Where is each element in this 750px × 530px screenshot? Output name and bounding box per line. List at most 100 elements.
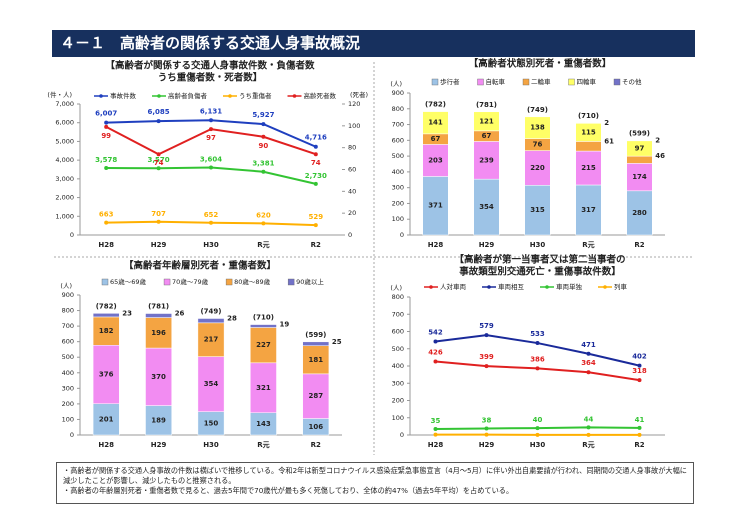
bar-segment (92, 316, 120, 346)
note: ・高齢者の年齢層別死者・重傷者数で見ると、過去5年間で70歳代が最も多く死傷して… (63, 486, 514, 495)
value-label: 115 (581, 128, 596, 136)
series-line (106, 166, 317, 185)
point (261, 221, 266, 226)
y-tick-label: 0 (400, 231, 404, 239)
value-label: 143 (256, 420, 271, 428)
value-label: 40 (533, 416, 543, 424)
point (313, 223, 318, 228)
value-label: 3,381 (252, 160, 274, 168)
value-label: 227 (256, 341, 271, 349)
y-tick-label: 6,000 (55, 119, 74, 127)
y-tick-label: 800 (392, 105, 404, 113)
value-label: 426 (428, 349, 443, 357)
point (261, 122, 266, 127)
value-label: 471 (581, 341, 596, 349)
y2-tick-label: 80 (348, 144, 356, 152)
bar-segment (302, 345, 330, 375)
value-label: 6,007 (95, 110, 117, 118)
y2-unit: (死者) (350, 91, 368, 99)
value-label: 620 (256, 211, 271, 219)
value-label: 354 (204, 380, 219, 388)
total-label: (781) (148, 303, 169, 311)
point (484, 333, 489, 338)
chart-title: 事故類型別交通死亡・重傷事故件数】 (459, 266, 621, 278)
legend-swatch (287, 278, 295, 286)
point (104, 220, 109, 225)
value-label: 25 (332, 338, 342, 346)
legend-label: 列車 (614, 282, 628, 291)
legend-label: その他 (622, 77, 642, 86)
y-tick-label: 900 (62, 291, 74, 299)
y-tick-label: 100 (392, 414, 404, 422)
value-label: 386 (530, 355, 545, 363)
chart-title: 【高齢者が関係する交通人身事故件数・負傷者数 (105, 60, 315, 72)
value-label: 376 (99, 370, 114, 378)
value-label: 399 (479, 353, 494, 361)
series-line (435, 360, 640, 382)
value-label: 652 (204, 211, 219, 219)
total-label: (710) (253, 314, 274, 322)
value-label: 321 (256, 384, 271, 392)
y-unit: (人) (60, 282, 72, 290)
x-tick-label: H30 (530, 441, 546, 449)
value-label: 97 (635, 144, 645, 152)
legend-label: 90歳以上 (296, 277, 324, 286)
value-label: 2 (655, 136, 660, 144)
bar-segment (92, 344, 120, 404)
value-label: 529 (308, 213, 323, 221)
point (535, 366, 540, 371)
point (313, 144, 318, 149)
value-label: 74 (154, 159, 164, 167)
value-label: 220 (530, 164, 545, 172)
y-tick-label: 0 (400, 431, 404, 439)
legend-label: 自転車 (486, 77, 506, 86)
legend-swatch (431, 78, 439, 86)
total-label: (599) (305, 331, 326, 339)
bar-segment (197, 356, 225, 412)
point (433, 432, 438, 437)
y2-tick-label: 120 (348, 100, 360, 108)
value-label: 203 (428, 156, 443, 164)
value-label: 579 (479, 322, 494, 330)
value-label: 61 (604, 137, 614, 145)
value-label: 46 (655, 152, 665, 160)
bar-segment (422, 176, 449, 236)
y-tick-label: 3,000 (55, 175, 74, 183)
point (209, 220, 213, 225)
value-label: 141 (428, 119, 443, 127)
y-tick-label: 400 (392, 362, 404, 370)
y-tick-label: 200 (62, 400, 74, 408)
legend-label: 四輪車 (577, 77, 597, 86)
value-label: 67 (431, 135, 441, 143)
value-label: 533 (530, 330, 545, 338)
x-tick-label: H28 (428, 241, 444, 249)
legend-label: 高齢者負傷者 (168, 91, 208, 100)
x-tick-label: H28 (98, 441, 114, 449)
value-label: 280 (632, 209, 647, 217)
bar-segment (250, 327, 277, 364)
bar-segment (250, 362, 277, 414)
value-label: 41 (635, 416, 645, 424)
value-label: 23 (122, 309, 132, 317)
y-tick-label: 5,000 (55, 137, 74, 145)
bar-segment (575, 141, 602, 152)
bar-segment (145, 405, 172, 436)
value-label: 74 (311, 159, 321, 167)
x-tick-label: R元 (257, 441, 269, 449)
y-tick-label: 300 (62, 384, 74, 392)
legend-label: 車両単独 (556, 282, 583, 291)
legend-swatch (157, 94, 161, 98)
y-tick-label: 100 (392, 215, 404, 223)
x-tick-label: H28 (98, 241, 114, 249)
x-tick-label: R2 (311, 241, 321, 249)
y-tick-label: 300 (392, 184, 404, 192)
legend-swatch (292, 94, 297, 98)
legend-swatch (613, 78, 621, 86)
point (313, 181, 318, 186)
point (209, 165, 213, 170)
y-tick-label: 100 (62, 415, 74, 423)
y-unit: (人) (390, 284, 402, 292)
legend-label: 事故件数 (110, 91, 137, 100)
y-tick-label: 2,000 (55, 194, 74, 202)
